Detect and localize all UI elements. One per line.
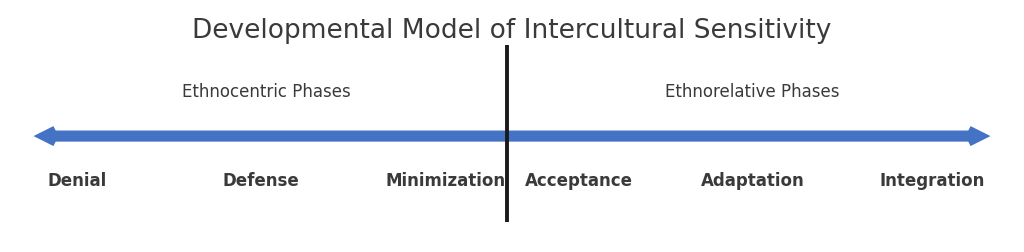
Text: Denial: Denial <box>47 172 106 191</box>
Text: Integration: Integration <box>880 172 984 191</box>
Text: Minimization: Minimization <box>385 172 506 191</box>
Text: Adaptation: Adaptation <box>700 172 805 191</box>
Text: Defense: Defense <box>223 172 299 191</box>
FancyArrowPatch shape <box>46 131 978 141</box>
Text: Developmental Model of Intercultural Sensitivity: Developmental Model of Intercultural Sen… <box>193 18 831 45</box>
Text: Ethnorelative Phases: Ethnorelative Phases <box>666 83 840 101</box>
Text: Acceptance: Acceptance <box>524 172 633 191</box>
Text: Ethnocentric Phases: Ethnocentric Phases <box>182 83 350 101</box>
